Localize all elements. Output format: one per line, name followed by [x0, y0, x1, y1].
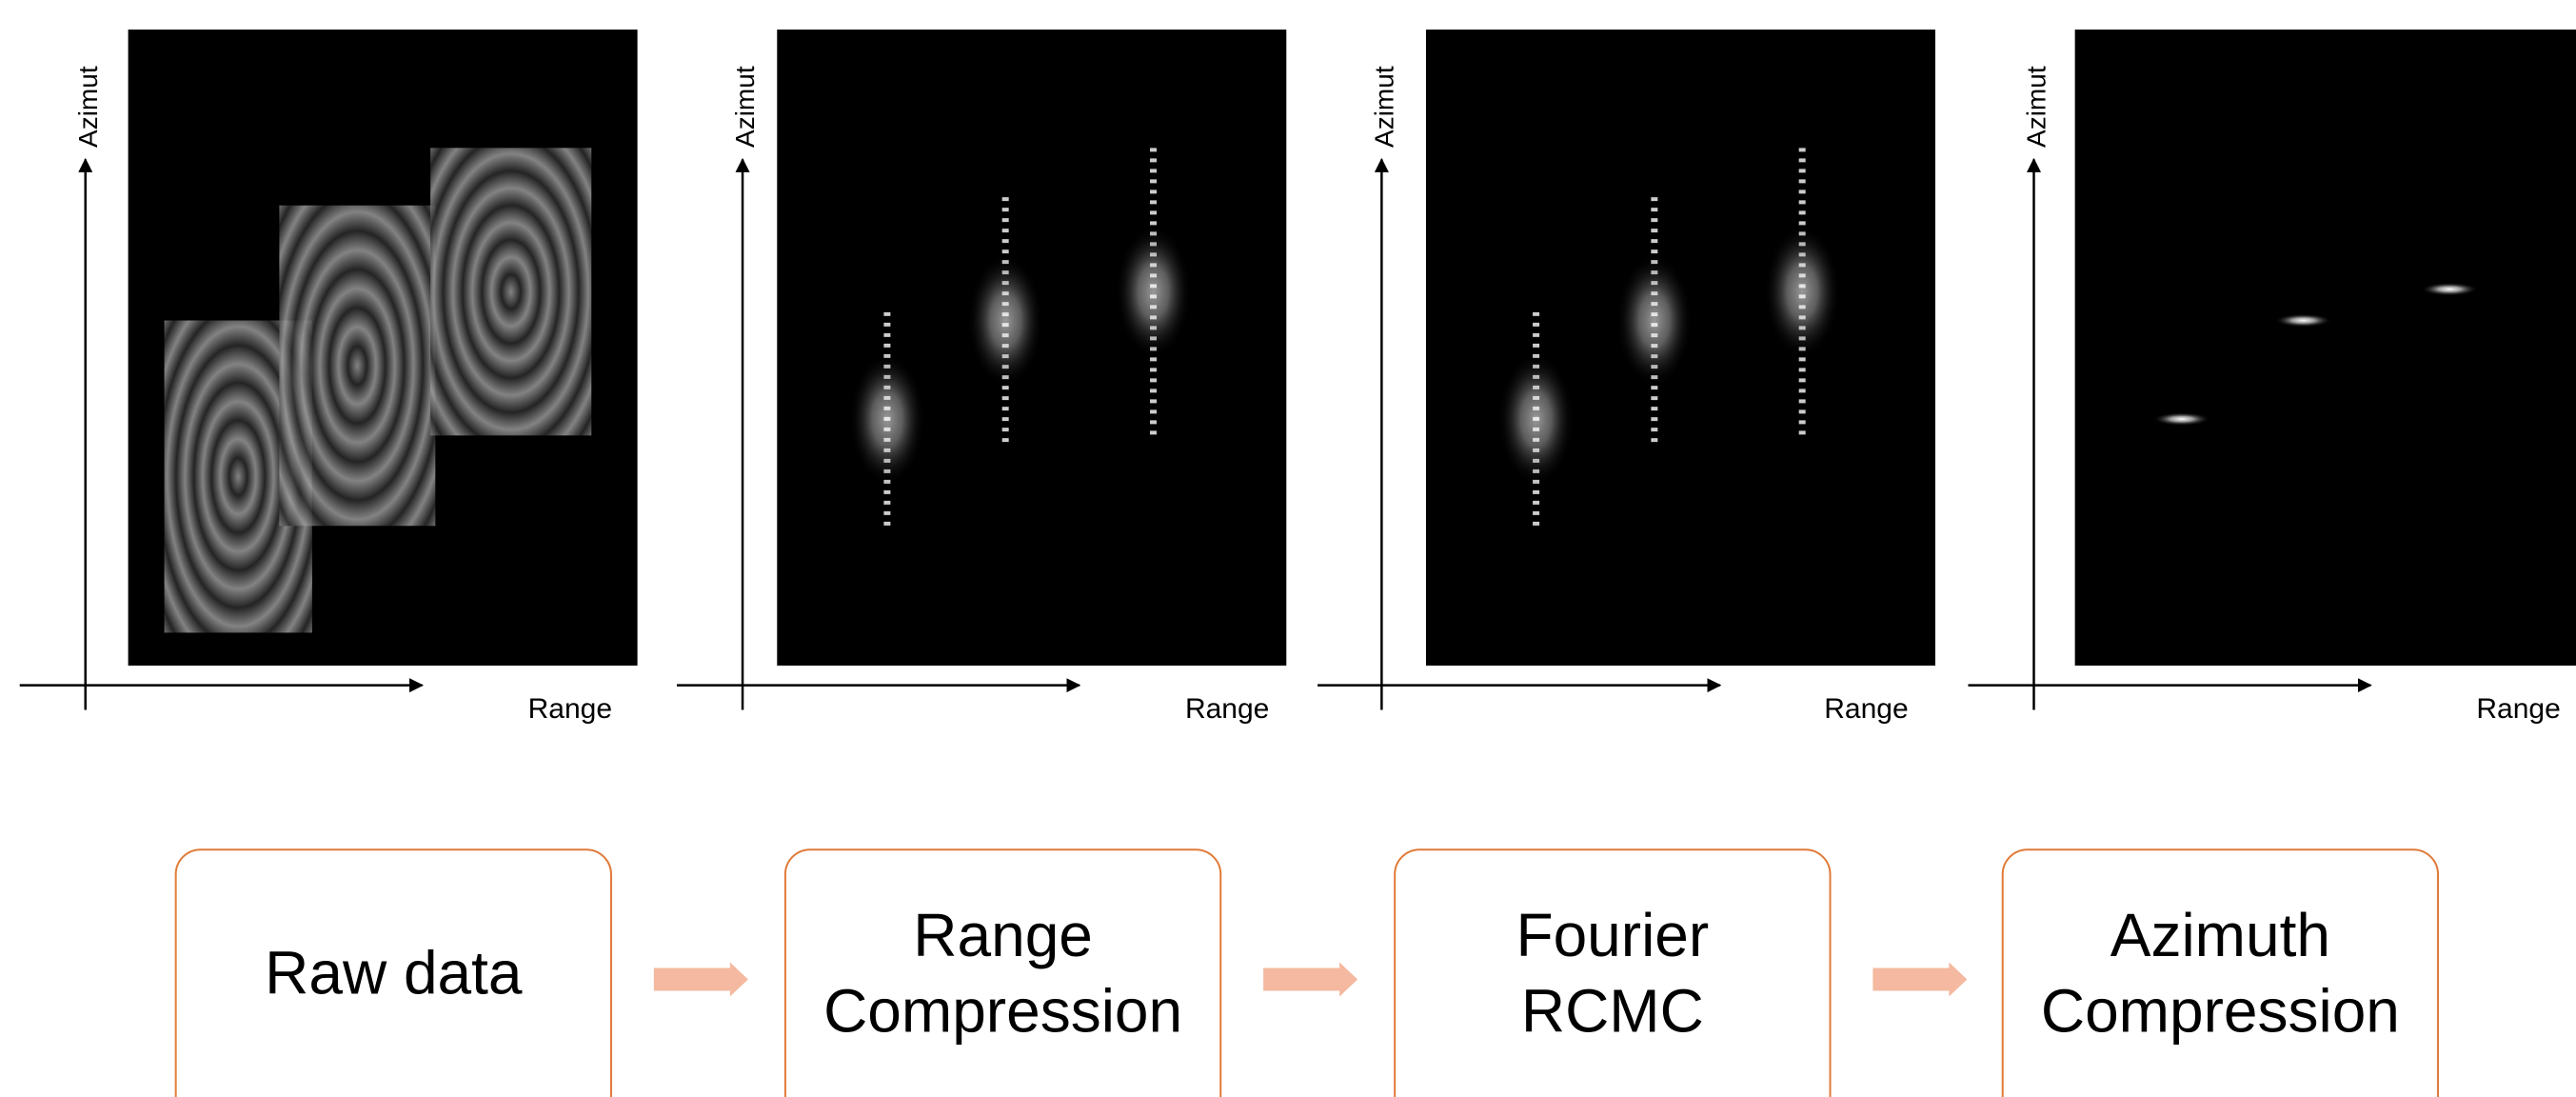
step-label: Raw data	[265, 939, 523, 1007]
step: Range Compression	[783, 848, 1358, 1097]
echo-core	[1764, 225, 1841, 359]
step-label: Compression	[2041, 976, 2400, 1045]
y-axis-label: Azimut	[1369, 66, 1398, 148]
y-axis-label: Azimut	[73, 66, 103, 148]
echo-core	[967, 253, 1044, 388]
step: Fourier RCMC	[1394, 848, 1968, 1097]
echo-core	[1497, 352, 1575, 487]
step-box	[1394, 848, 1832, 1097]
step-label: Compression	[823, 976, 1182, 1045]
point-target	[2421, 282, 2479, 296]
step-label: Fourier	[1516, 901, 1709, 969]
echo-core	[848, 352, 925, 487]
step-box	[783, 848, 1222, 1097]
panel: Azimut Range	[19, 30, 638, 725]
panel: Azimut Range	[1318, 30, 1935, 725]
x-axis-label: Range	[1824, 693, 1908, 725]
step-label: Azimuth	[2110, 901, 2330, 969]
echo-core	[1615, 253, 1693, 388]
point-target	[2274, 313, 2332, 328]
step-label: Range	[913, 901, 1093, 969]
flow-arrow	[653, 962, 748, 997]
step: Raw data	[174, 848, 748, 1097]
y-axis-label: Azimut	[2022, 66, 2051, 148]
raw-echo	[279, 205, 436, 527]
panel: Azimut Range	[677, 30, 1287, 725]
x-axis-label: Range	[528, 693, 612, 725]
panel: Azimut Range	[1968, 30, 2576, 725]
step-box	[174, 848, 612, 1097]
step-label: RCMC	[1521, 976, 1704, 1045]
x-axis-label: Range	[1185, 693, 1269, 725]
image	[2074, 30, 2576, 666]
point-target	[2152, 412, 2210, 427]
raw-echo	[430, 148, 592, 436]
flow-arrow	[1263, 962, 1358, 997]
step: Azimuth Compression	[2001, 848, 2440, 1097]
step-box	[2001, 848, 2440, 1097]
echo-core	[1115, 225, 1192, 359]
flow-arrow	[1873, 962, 1968, 997]
x-axis-label: Range	[2476, 693, 2560, 725]
y-axis-label: Azimut	[730, 66, 760, 148]
